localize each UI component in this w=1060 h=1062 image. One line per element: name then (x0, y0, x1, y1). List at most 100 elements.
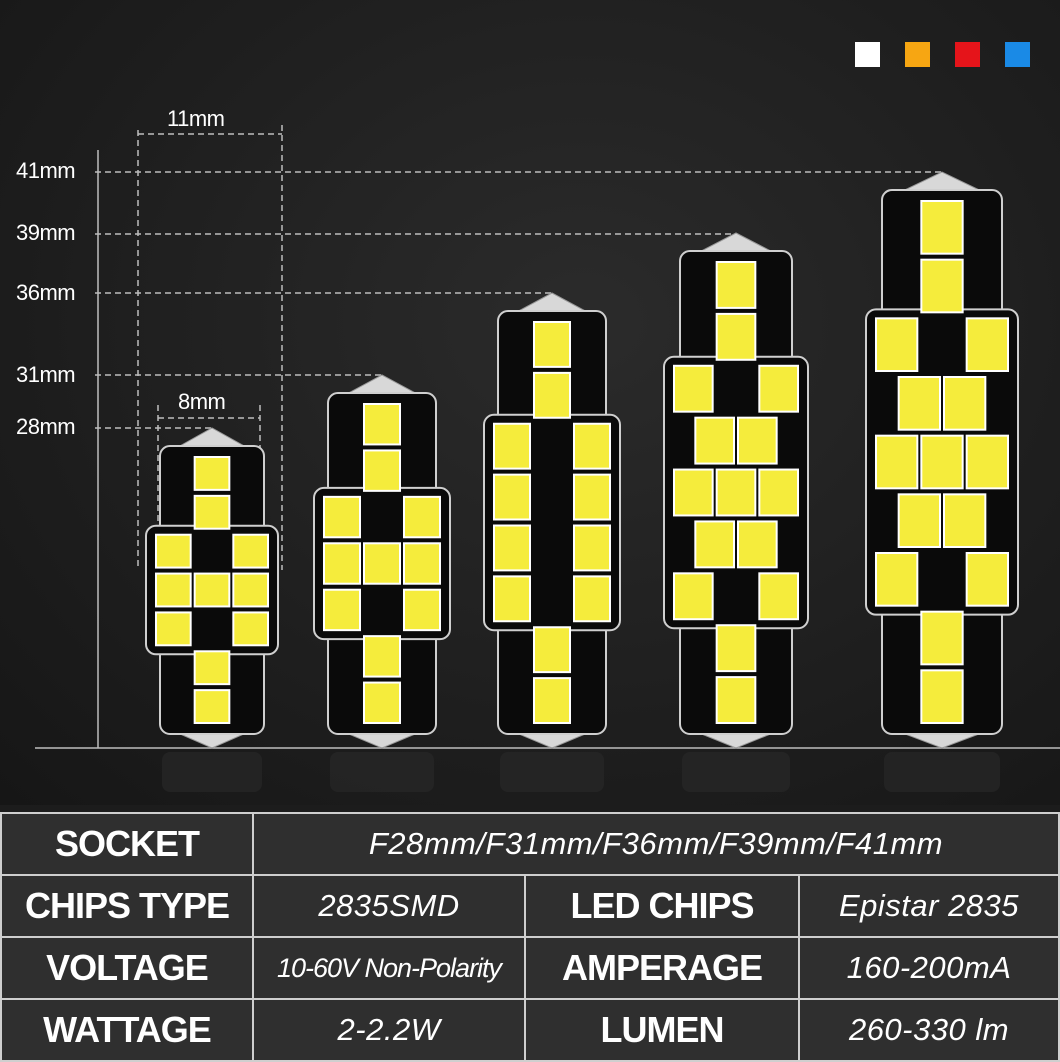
led-chip (533, 677, 571, 724)
spec-label-wattage: WATTAGE (0, 998, 254, 1062)
led-chip (493, 422, 531, 470)
led-chip (232, 572, 269, 608)
led-chip (403, 588, 441, 632)
led-chip (155, 533, 192, 569)
led-chip (920, 610, 964, 666)
spec-label-voltage: VOLTAGE (0, 936, 254, 1000)
led-chip (737, 416, 778, 465)
led-chip (323, 588, 361, 632)
length-label-39: 39mm (16, 220, 76, 245)
led-chip (193, 650, 231, 686)
spec-value-voltage: 10-60V Non-Polarity (252, 936, 526, 1000)
led-chip (715, 468, 757, 517)
led-chip (573, 524, 611, 572)
spec-label-led-chips: LED CHIPS (524, 874, 800, 938)
led-chip (920, 669, 964, 724)
led-chip (673, 468, 714, 517)
led-chip (193, 572, 231, 608)
spec-value-wattage: 2-2.2W (252, 998, 526, 1062)
led-chip (758, 364, 799, 413)
led-chip (573, 473, 611, 521)
led-chip (920, 258, 964, 314)
led-chip (232, 611, 269, 647)
led-chip (965, 434, 1010, 490)
led-chip (573, 575, 611, 623)
led-chip (363, 542, 401, 585)
table-row: VOLTAGE 10-60V Non-Polarity AMPERAGE 160… (0, 936, 1060, 1000)
color-option-red[interactable] (955, 42, 980, 67)
led-chip (715, 676, 757, 724)
led-chip (758, 572, 799, 621)
led-chip (758, 468, 799, 517)
color-option-amber[interactable] (905, 42, 930, 67)
spec-label-socket: SOCKET (0, 812, 254, 876)
led-chip (363, 449, 401, 492)
led-chip (363, 635, 401, 678)
led-chip (875, 434, 919, 490)
led-chip (155, 572, 192, 608)
bulb-illustration (35, 125, 1060, 792)
spec-value-amperage: 160-200mA (798, 936, 1060, 1000)
led-chip (323, 542, 361, 585)
led-chip (363, 403, 401, 446)
led-chip (875, 317, 919, 373)
length-label-31: 31mm (16, 362, 76, 387)
led-chip (533, 371, 571, 419)
led-chip (193, 456, 231, 491)
spec-label-chips-type: CHIPS TYPE (0, 874, 254, 938)
bulb-reflection (884, 752, 1000, 792)
led-chip (673, 364, 714, 413)
led-chip (897, 376, 942, 431)
led-chip (493, 575, 531, 623)
length-label-36: 36mm (16, 280, 76, 305)
led-chip (493, 473, 531, 521)
led-chip (155, 611, 192, 647)
led-chip (715, 624, 757, 673)
led-chip (673, 572, 714, 621)
led-chip (920, 434, 964, 490)
led-chip (694, 416, 735, 465)
led-chip (493, 524, 531, 572)
led-chip (737, 520, 778, 569)
led-chip (920, 200, 964, 255)
led-chip (323, 495, 361, 539)
spec-value-socket: F28mm/F31mm/F36mm/F39mm/F41mm (252, 812, 1060, 876)
length-label-41: 41mm (16, 158, 76, 183)
led-chip (573, 422, 611, 470)
bulb-reflection (500, 752, 604, 792)
table-row: CHIPS TYPE 2835SMD LED CHIPS Epistar 283… (0, 874, 1060, 938)
bulb-reflection (682, 752, 790, 792)
color-option-white[interactable] (855, 42, 880, 67)
led-chip (232, 533, 269, 569)
width-outer-label: 11mm (167, 106, 225, 131)
table-row: WATTAGE 2-2.2W LUMEN 260-330 lm (0, 998, 1060, 1062)
length-label-28: 28mm (16, 414, 76, 439)
bulb-reflection (162, 752, 262, 792)
led-chip (875, 552, 919, 607)
led-chip (943, 376, 987, 431)
led-chip (965, 552, 1010, 607)
color-option-blue[interactable] (1005, 42, 1030, 67)
spec-value-lumen: 260-330 lm (798, 998, 1060, 1062)
spec-table: SOCKET F28mm/F31mm/F36mm/F39mm/F41mm CHI… (0, 812, 1060, 1062)
led-chip (193, 494, 231, 530)
led-chip (897, 493, 942, 549)
led-chip (193, 689, 231, 725)
led-chip (965, 317, 1010, 373)
led-chip (403, 542, 441, 585)
led-chip (533, 626, 571, 674)
led-chip (943, 493, 987, 549)
spec-label-amperage: AMPERAGE (524, 936, 800, 1000)
width-inner-label: 8mm (178, 389, 226, 414)
led-chip (403, 495, 441, 539)
spec-value-chips-type: 2835SMD (252, 874, 526, 938)
spec-label-lumen: LUMEN (524, 998, 800, 1062)
spec-value-led-chips: Epistar 2835 (798, 874, 1060, 938)
led-chip (363, 681, 401, 724)
led-chip (715, 261, 757, 309)
led-chip (694, 520, 735, 569)
bulb-reflection (330, 752, 434, 792)
table-row: SOCKET F28mm/F31mm/F36mm/F39mm/F41mm (0, 812, 1060, 876)
led-chip (715, 312, 757, 361)
led-chip (533, 321, 571, 368)
